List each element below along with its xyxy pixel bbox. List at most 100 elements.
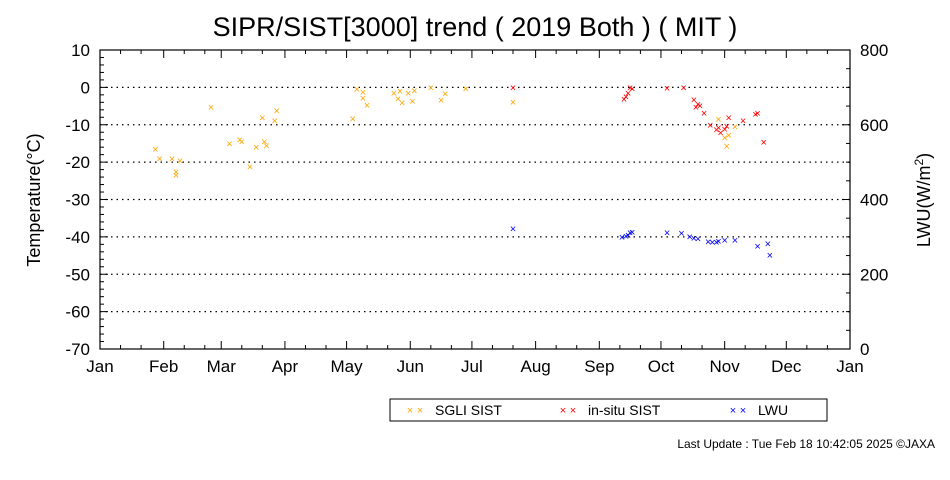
lwu-point: × [623,231,629,243]
x-tick-label: Mar [207,357,237,376]
lwu-point: × [687,232,693,244]
y-left-tick-label: -30 [65,191,90,210]
right-axis-title-suffix: ) [914,153,934,159]
y-right-tick-label: 0 [860,340,869,359]
in-situ-sist-point: × [623,91,629,103]
in-situ-sist-point: × [713,125,719,137]
sgli-sist-point: × [360,87,366,99]
sgli-sist-point: × [253,142,259,154]
y-left-tick-label: -50 [65,265,90,284]
axis-ticks [99,49,851,350]
legend-label-sgli-sist: SGLI SIST [435,402,502,418]
x-tick-label: May [331,357,364,376]
in-situ-sist-point: × [754,108,760,120]
legend-label-lwu: LWU [758,402,788,418]
y-left-tick-label: -70 [65,340,90,359]
sgli-sist-point: × [263,140,269,152]
lwu-point: × [732,235,738,247]
in-situ-sist-point: × [625,88,631,100]
x-tick-label: Nov [710,357,741,376]
in-situ-sist-point: × [717,128,723,140]
lwu-point: × [678,228,684,240]
sgli-sist-point: × [395,94,401,106]
lwu-point: × [664,227,670,239]
sgli-sist-point: × [409,96,415,108]
lwu-point: × [510,224,516,236]
x-tick-label: Jul [461,357,483,376]
lwu-point: × [691,233,697,245]
lwu-point: × [709,237,715,249]
lwu-point: × [695,234,701,246]
right-axis-title-superscript: 2 [912,159,926,166]
sgli-sist-point: × [463,83,469,95]
y-left-tick-label: -60 [65,303,90,322]
x-tick-label: Aug [520,357,550,376]
sgli-sist-point: × [397,86,403,98]
in-situ-sist-point: × [726,112,732,124]
left-y-axis-tick-labels: 10 0 -10 -20 -30 -40 -50 -60 -70 [65,41,90,359]
y-right-tick-label: 200 [860,265,888,284]
sgli-sist-point: × [399,97,405,109]
lwu-point: × [721,235,727,247]
sgli-sist-point: × [391,88,397,100]
y-left-tick-label: -20 [65,153,90,172]
in-situ-sist-point: × [701,108,707,120]
in-situ-sist-point: × [723,121,729,133]
sgli-sist-point: × [173,166,179,178]
x-tick-label: Dec [771,357,802,376]
sgli-sist-point: × [723,141,729,153]
sgli-sist-point: × [261,137,267,149]
sgli-sist-point: × [510,97,516,109]
in-situ-sist-point: × [707,120,713,132]
in-situ-sist-point: × [695,99,701,111]
y-right-tick-label: 800 [860,41,888,60]
lwu-point: × [754,241,760,253]
in-situ-sist-point: × [760,137,766,149]
in-situ-sist-point: × [629,83,635,95]
y-left-tick-label: -10 [65,116,90,135]
gridlines [100,86,850,313]
x-axis-tick-labels: Jan Feb Mar Apr May Jun Jul Aug Sep Oct Nov Dec Jan [86,357,863,376]
sgli-sist-point: × [715,114,721,126]
in-situ-sist-point: × [697,100,703,112]
in-situ-sist-point: × [691,95,697,107]
legend-marker-sgli-sist: × [417,405,423,417]
last-update-footer: Last Update : Tue Feb 18 10:42:05 2025 ©… [677,437,935,451]
in-situ-sist-point: × [621,94,627,106]
in-situ-sist-point: × [715,123,721,135]
legend-box [389,398,828,422]
chart-title: SIPR/SIST[3000] trend ( 2019 Both ) ( MI… [213,12,738,42]
x-tick-label: Oct [648,357,675,376]
lwu-point: × [715,236,721,248]
sgli-sist-point: × [259,112,265,124]
legend: × × SGLI SIST × × in-situ SIST × × LWU [407,402,788,418]
in-situ-sist-point: × [627,83,633,95]
in-situ-sist-point: × [752,109,758,121]
x-tick-label: Jun [397,357,424,376]
legend-marker-in-situ-sist: × [560,405,566,417]
lwu-point: × [767,250,773,262]
x-tick-label: Jan [86,357,113,376]
sgli-sist-point: × [405,88,411,100]
in-situ-sist-point: × [664,83,670,95]
right-axis-title: LWU(W/m2) [912,153,934,247]
lwu-point: × [625,230,631,242]
data-points: ×× ×××××× ××××××××××× ×××××××××× ××× ××××××××… [152,82,773,262]
sgli-sist-point: × [226,138,232,150]
lwu-point: × [713,237,719,249]
sgli-sist-point: × [239,137,245,149]
sgli-sist-point: × [350,113,356,125]
in-situ-sist-point: × [721,124,727,136]
sgli-sist-point: × [271,115,277,127]
sgli-sist-point: × [247,162,253,174]
sgli-sist-point: × [156,153,162,165]
sgli-sist-point: × [237,135,243,147]
sgli-sist-point: × [726,130,732,142]
in-situ-sist-point: × [510,82,516,94]
sgli-sist-point: × [732,122,738,134]
lwu-point: × [629,227,635,239]
lwu-point: × [765,239,771,251]
left-axis-title: Temperature(°C) [24,133,44,266]
sgli-sist-point: × [177,155,183,167]
